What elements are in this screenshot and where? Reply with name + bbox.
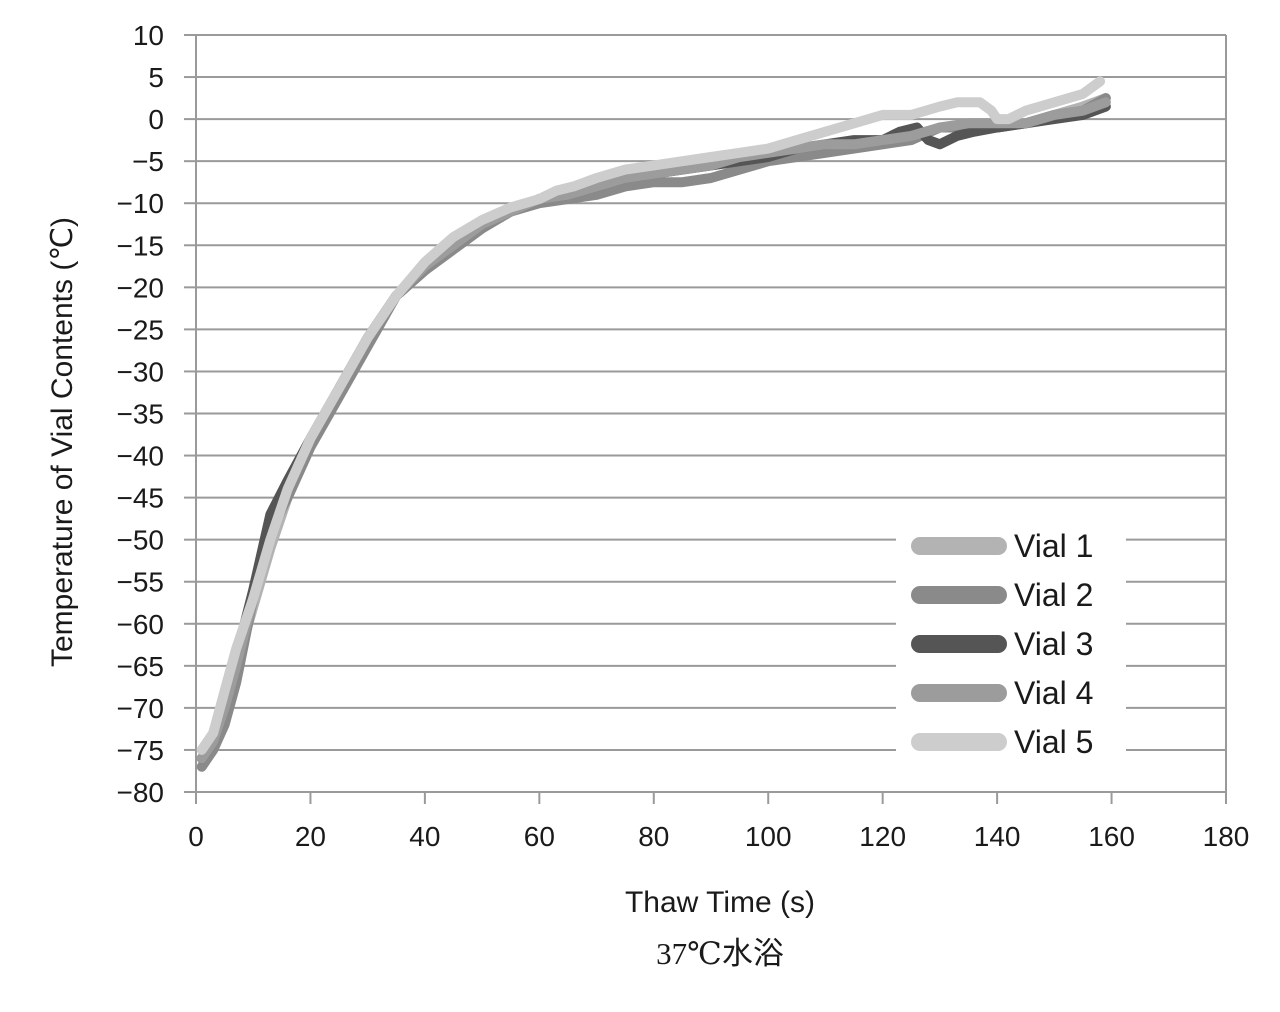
x-tick-label: 100 <box>745 821 792 852</box>
y-tick-label: −45 <box>117 483 165 514</box>
legend: Vial 1 Vial 2 Vial 3 Vial 4 Vial 5 <box>896 520 1126 768</box>
legend-label-vial-5: Vial 5 <box>1014 724 1093 760</box>
y-tick-label: −65 <box>117 651 165 682</box>
y-tick-label: −75 <box>117 735 165 766</box>
x-tick-label: 160 <box>1088 821 1135 852</box>
series-line-vial-5 <box>196 76 1106 755</box>
y-tick-label: −30 <box>117 356 165 387</box>
x-tick-label: 0 <box>188 821 204 852</box>
y-tick-label: −70 <box>117 693 165 724</box>
y-tick-label: −5 <box>132 146 164 177</box>
y-tick-label: −35 <box>117 399 165 430</box>
x-tick-label: 120 <box>859 821 906 852</box>
chart-caption: 37℃水浴 <box>656 936 784 971</box>
x-tick-label: 20 <box>295 821 326 852</box>
y-tick-label: 5 <box>148 62 164 93</box>
x-axis-label: Thaw Time (s) <box>625 886 815 919</box>
x-axis-ticks: 0 20 40 60 80 100 120 140 160 180 <box>188 792 1249 852</box>
x-tick-label: 180 <box>1203 821 1250 852</box>
y-tick-label: 0 <box>148 104 164 135</box>
y-axis-label: Temperature of Vial Contents (℃) <box>46 217 79 667</box>
y-tick-label: −25 <box>117 314 165 345</box>
legend-label-vial-1: Vial 1 <box>1014 528 1093 564</box>
y-tick-label: 10 <box>133 20 164 51</box>
y-tick-label: −40 <box>117 441 165 472</box>
y-tick-label: −10 <box>117 188 165 219</box>
x-tick-label: 140 <box>974 821 1021 852</box>
x-tick-label: 60 <box>524 821 555 852</box>
y-tick-label: −60 <box>117 609 165 640</box>
legend-label-vial-2: Vial 2 <box>1014 577 1093 613</box>
y-tick-label: −15 <box>117 230 165 261</box>
y-tick-label: −80 <box>117 777 165 808</box>
y-tick-label: −50 <box>117 525 165 556</box>
y-axis-ticks: 10 5 0 −5 −10 −15 −20 −25 −30 −35 −40 −45 −50 −55 −60 −… <box>117 20 196 808</box>
x-tick-label: 80 <box>638 821 669 852</box>
y-tick-label: −55 <box>117 567 165 598</box>
series-lines <box>196 76 1111 772</box>
legend-label-vial-3: Vial 3 <box>1014 626 1093 662</box>
x-tick-label: 40 <box>409 821 440 852</box>
y-tick-label: −20 <box>117 272 165 303</box>
legend-label-vial-4: Vial 4 <box>1014 675 1093 711</box>
